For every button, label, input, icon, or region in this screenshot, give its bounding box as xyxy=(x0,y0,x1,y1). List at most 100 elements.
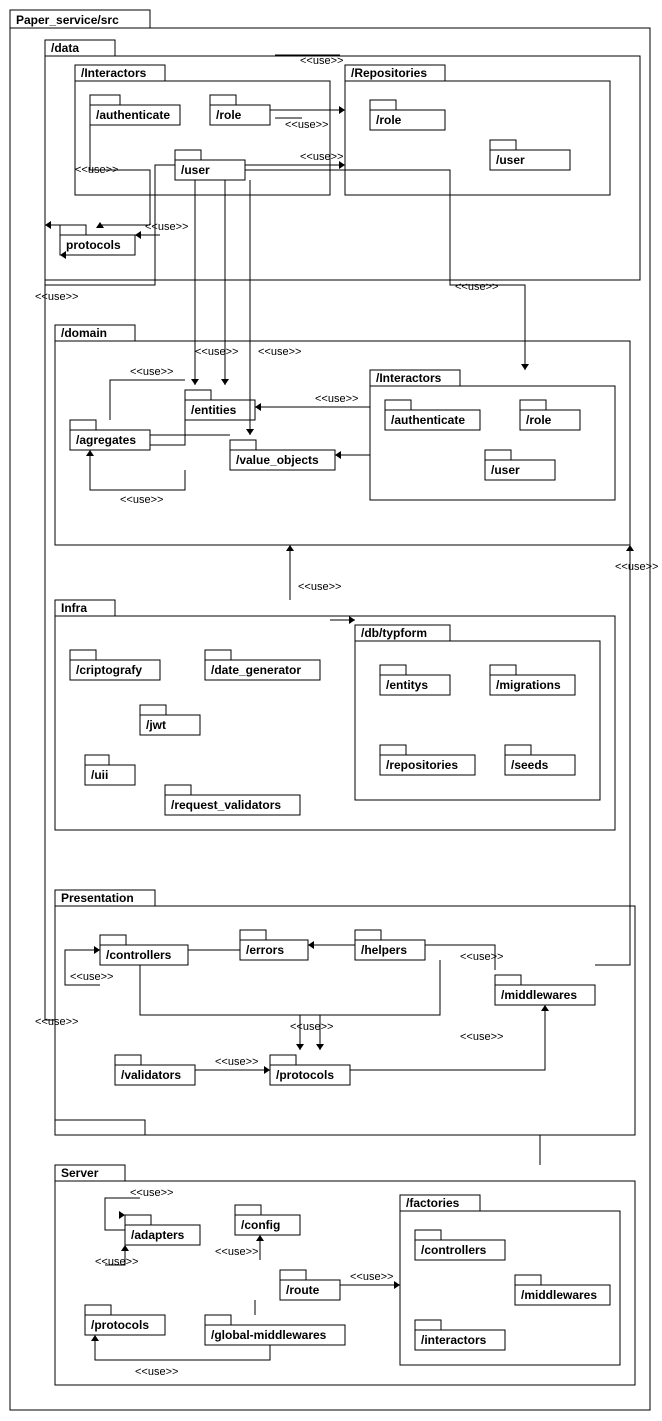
svg-text:/request_validators: /request_validators xyxy=(171,798,281,812)
svg-text:/db/typform: /db/typform xyxy=(361,626,427,640)
svg-text:/controllers: /controllers xyxy=(106,948,172,962)
package-data_authenticate: /authenticate xyxy=(90,95,180,125)
package-inf_migrations: /migrations xyxy=(490,665,575,695)
svg-text:/route: /route xyxy=(286,1283,320,1297)
svg-text:/data: /data xyxy=(51,41,79,55)
svg-text:/protocols: /protocols xyxy=(276,1068,334,1082)
svg-text:/seeds: /seeds xyxy=(511,758,549,772)
package-inf_db: /db/typform xyxy=(355,625,600,800)
package-pres_errors: /errors xyxy=(240,930,308,960)
svg-text:/adapters: /adapters xyxy=(131,1228,185,1242)
package-srv_adapters: /adapters xyxy=(125,1215,200,1245)
svg-text:protocols: protocols xyxy=(66,238,121,252)
svg-text:<<use>>: <<use>> xyxy=(350,1271,393,1283)
package-root: Paper_service/src xyxy=(10,10,650,1410)
svg-text:<<use>>: <<use>> xyxy=(75,164,118,176)
svg-text:/authenticate: /authenticate xyxy=(96,108,170,122)
svg-text:<<use>>: <<use>> xyxy=(460,951,503,963)
package-infra: Infra xyxy=(55,600,615,830)
edge: <<use>> xyxy=(86,450,185,506)
package-inf_repositories: /repositories xyxy=(380,745,475,775)
svg-text:<<use>>: <<use>> xyxy=(145,221,188,233)
svg-text:<<use>>: <<use>> xyxy=(315,393,358,405)
package-pres_controllers: /controllers xyxy=(100,935,188,965)
svg-text:/Interactors: /Interactors xyxy=(81,66,147,80)
package-dom_entities: /entities xyxy=(185,390,255,420)
edge xyxy=(150,420,185,445)
package-pres_middlewares: /middlewares xyxy=(495,975,595,1005)
package-data_repos_role: /role xyxy=(370,100,445,130)
package-data_protocols: protocols xyxy=(60,225,135,255)
edge: <<use>> xyxy=(255,393,370,411)
svg-text:<<use>>: <<use>> xyxy=(95,1256,138,1268)
svg-text:/authenticate: /authenticate xyxy=(391,413,465,427)
package-srv_globalmw: /global-middlewares xyxy=(205,1315,345,1345)
svg-text:/interactors: /interactors xyxy=(421,1333,487,1347)
svg-text:Presentation: Presentation xyxy=(61,891,134,905)
edge xyxy=(308,941,355,949)
edge: <<use>> xyxy=(215,1235,264,1260)
package-srv_route: /route xyxy=(280,1270,340,1300)
svg-text:/role: /role xyxy=(216,108,242,122)
package-data_user: /user xyxy=(175,150,245,180)
svg-text:/entities: /entities xyxy=(191,403,237,417)
svg-text:Paper_service/src: Paper_service/src xyxy=(16,13,119,27)
package-data_repos_user: /user xyxy=(490,140,570,170)
package-dom_agregates: /agregates xyxy=(70,420,150,450)
svg-text:<<use>>: <<use>> xyxy=(130,1187,173,1199)
edge xyxy=(45,221,60,229)
svg-text:/middlewares: /middlewares xyxy=(521,1288,597,1302)
svg-text:<<use>>: <<use>> xyxy=(120,494,163,506)
svg-text:<<use>>: <<use>> xyxy=(35,1016,78,1028)
svg-text:Server: Server xyxy=(61,1166,99,1180)
svg-text:/errors: /errors xyxy=(246,943,284,957)
edge xyxy=(335,451,370,459)
edge: <<use>> xyxy=(425,945,503,970)
package-srv_fact_int: /interactors xyxy=(415,1320,505,1350)
svg-text:/jwt: /jwt xyxy=(146,718,166,732)
svg-text:<<use>>: <<use>> xyxy=(298,581,341,593)
svg-text:/factories: /factories xyxy=(406,1196,460,1210)
package-data_role: /role xyxy=(210,95,270,125)
package-srv_fact_ctrl: /controllers xyxy=(415,1230,505,1260)
svg-text:/Repositories: /Repositories xyxy=(351,66,427,80)
edge: <<use>> xyxy=(246,180,301,435)
svg-text:<<use>>: <<use>> xyxy=(615,561,658,573)
svg-text:<<use>>: <<use>> xyxy=(135,1366,178,1378)
svg-text:<<use>>: <<use>> xyxy=(455,281,498,293)
package-inf_date: /date_generator xyxy=(205,650,320,680)
svg-text:/controllers: /controllers xyxy=(421,1243,487,1257)
svg-text:/user: /user xyxy=(181,163,210,177)
package-domain: /domain xyxy=(55,325,630,545)
edge: <<use>> xyxy=(135,221,188,239)
svg-text:/repositories: /repositories xyxy=(386,758,458,772)
svg-text:/migrations: /migrations xyxy=(496,678,561,692)
edge xyxy=(270,106,345,114)
edge: <<use>> xyxy=(340,1271,400,1289)
svg-text:/global-middlewares: /global-middlewares xyxy=(211,1328,327,1342)
svg-text:/Interactors: /Interactors xyxy=(376,371,442,385)
package-srv_config: /config xyxy=(235,1205,300,1235)
package-pres_protocols: /protocols xyxy=(270,1055,350,1085)
edge: <<use>> xyxy=(110,366,185,420)
edge: <<use>> xyxy=(75,125,150,225)
svg-text:/config: /config xyxy=(241,1218,280,1232)
package-inf_uii: /uii xyxy=(85,755,135,785)
svg-text:/uii: /uii xyxy=(91,768,108,782)
edge xyxy=(140,960,440,1015)
edge xyxy=(245,170,450,195)
svg-text:<<use>>: <<use>> xyxy=(195,346,238,358)
svg-text:<<use>>: <<use>> xyxy=(35,291,78,303)
svg-text:/validators: /validators xyxy=(121,1068,181,1082)
svg-text:/entitys: /entitys xyxy=(386,678,428,692)
package-inf_entitys: /entitys xyxy=(380,665,450,695)
edge: <<use>> xyxy=(191,180,238,385)
edge: <<use>> xyxy=(595,545,658,965)
svg-text:/agregates: /agregates xyxy=(76,433,136,447)
package-srv_protocols: /protocols xyxy=(85,1305,165,1335)
package-inf_seeds: /seeds xyxy=(505,745,575,775)
package-dom_user: /user xyxy=(485,450,555,480)
svg-text:/helpers: /helpers xyxy=(361,943,407,957)
svg-text:<<use>>: <<use>> xyxy=(290,1021,333,1033)
svg-text:<<use>>: <<use>> xyxy=(300,55,343,67)
